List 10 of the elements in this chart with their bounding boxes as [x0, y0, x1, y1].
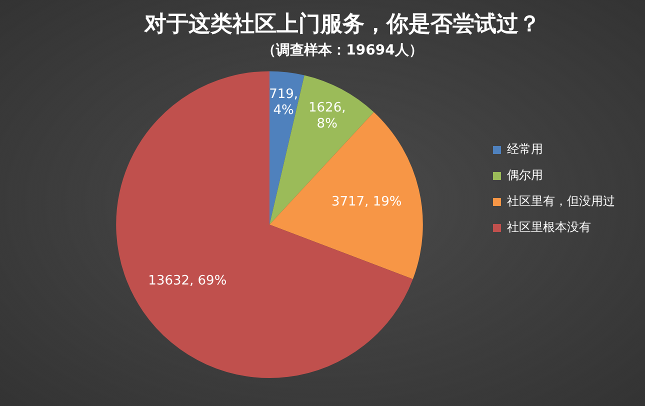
legend-label: 偶尔用: [507, 168, 543, 182]
legend-label: 社区里有，但没用过: [507, 194, 615, 208]
data-label: 3717, 19%: [331, 194, 402, 210]
chart-subtitle: （调查样本：19694人）: [262, 42, 423, 58]
legend-label: 社区里根本没有: [507, 220, 591, 234]
legend-label: 经常用: [507, 142, 543, 156]
data-label: 13632, 69%: [148, 274, 227, 289]
chart-title: 对于这类社区上门服务，你是否尝试过？: [144, 10, 540, 37]
data-label: 1626, 8%: [308, 100, 346, 132]
data-label: 719, 4%: [269, 87, 298, 118]
